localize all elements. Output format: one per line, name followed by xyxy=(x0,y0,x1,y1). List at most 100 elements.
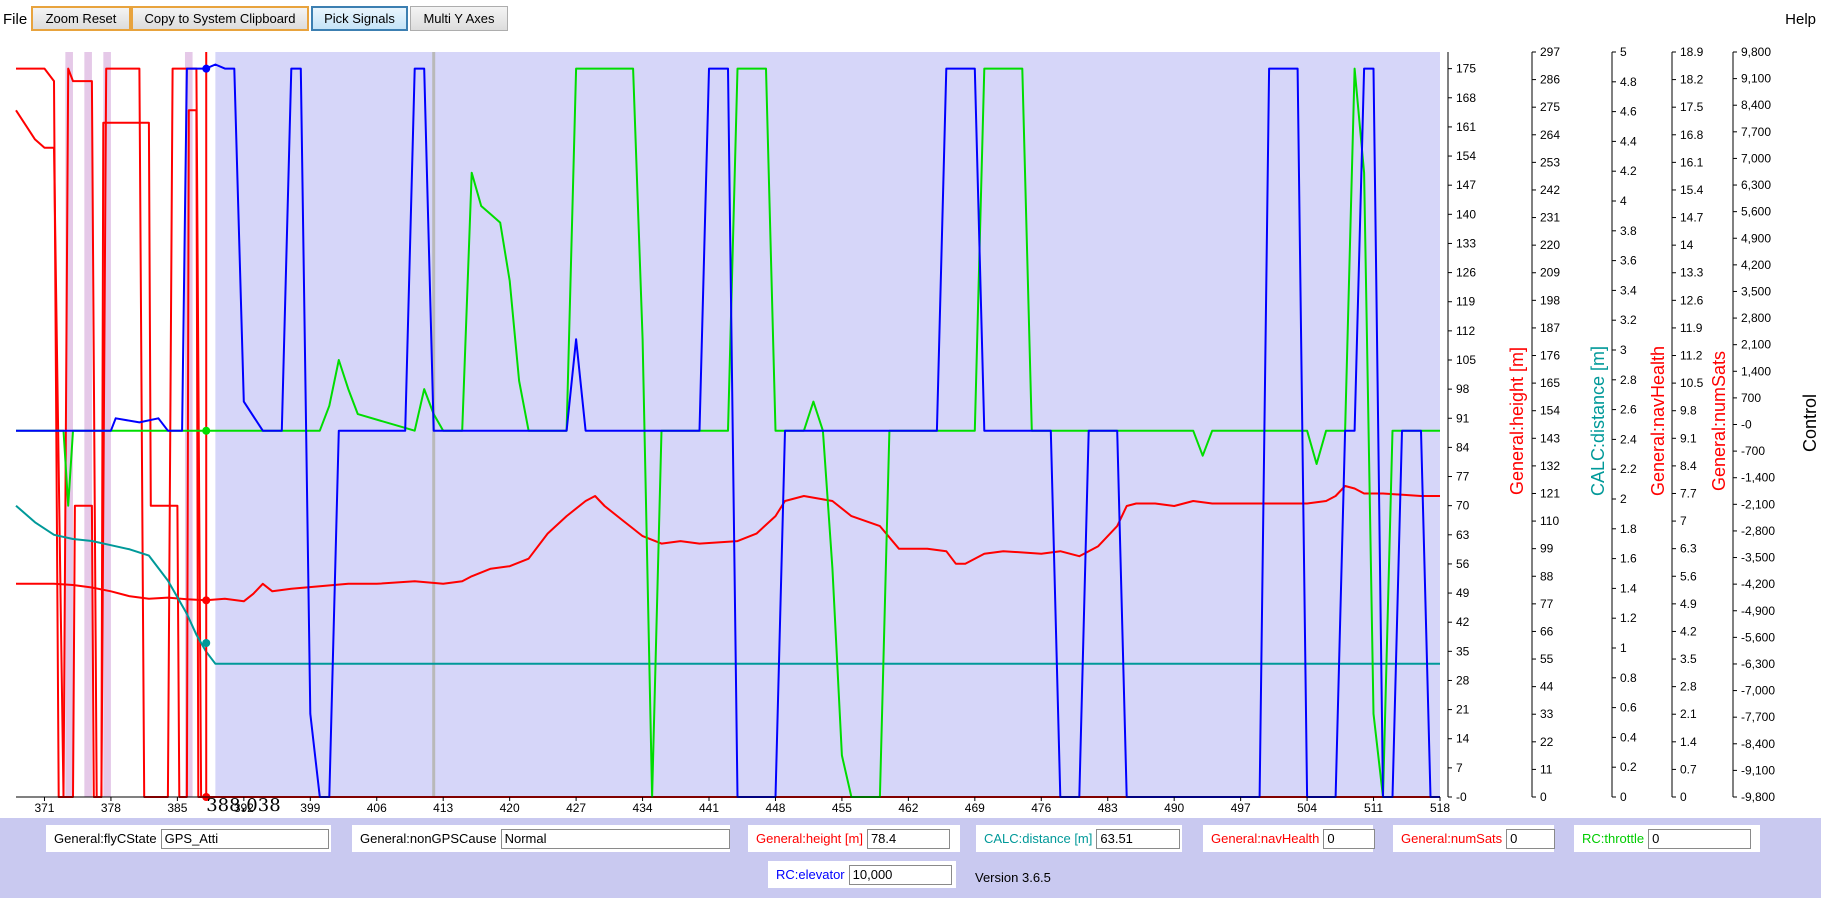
x-tick-label: 434 xyxy=(633,801,653,815)
toolbar: File Zoom Reset Copy to System Clipboard… xyxy=(0,0,1821,38)
elevator-value-input[interactable] xyxy=(848,864,952,885)
y-tick-label: 175 xyxy=(1456,62,1476,76)
y-tick-label: 4.2 xyxy=(1680,624,1697,638)
y-tick-label: -2,800 xyxy=(1741,524,1775,538)
y-tick-label: 6,300 xyxy=(1741,178,1771,192)
zoom-reset-button[interactable]: Zoom Reset xyxy=(31,6,131,31)
series-line xyxy=(16,67,1440,798)
y-tick-label: 275 xyxy=(1540,100,1560,114)
y-tick-label: 11 xyxy=(1540,762,1553,776)
y-tick-label: 119 xyxy=(1456,295,1475,309)
x-tick-label: 427 xyxy=(566,801,586,815)
y-tick-label: 18.9 xyxy=(1680,45,1704,59)
y-tick-label: 2.4 xyxy=(1620,432,1637,446)
x-tick-label: 483 xyxy=(1098,801,1118,815)
y-tick-label: 3 xyxy=(1620,343,1627,357)
y-tick-label: 22 xyxy=(1540,735,1554,749)
y-tick-label: 0 xyxy=(1540,790,1547,804)
y-tick-label: -9,800 xyxy=(1741,790,1775,804)
cursor-time-label: 388.038 xyxy=(206,795,280,816)
y-tick-label: -2,100 xyxy=(1741,497,1775,511)
field-label: RC:throttle xyxy=(1582,831,1645,846)
throttle-value-input[interactable] xyxy=(1648,828,1752,849)
signal-chart[interactable]: 388.038 371 378 385 392 399 406 413 420 427 434 44… xyxy=(0,38,1821,818)
y-tick-label: 66 xyxy=(1540,624,1554,638)
y-tick-label: -3,500 xyxy=(1741,551,1775,565)
y-tick-label: -6,300 xyxy=(1741,657,1775,671)
y-tick-label: 16.8 xyxy=(1680,128,1704,142)
x-tick-label: 392 xyxy=(234,801,254,815)
series-line xyxy=(16,63,1440,798)
y-tick-label: -0 xyxy=(1456,790,1467,804)
y-tick-label: 1,400 xyxy=(1741,364,1771,378)
cursor-markers: 388.038 xyxy=(202,52,281,816)
y-tick-label: 10.5 xyxy=(1680,376,1704,390)
signal-values-panel: General:flyCState General:nonGPSCause Ge… xyxy=(0,818,1821,898)
y-axis-title: CALC:distance [m] xyxy=(1588,346,1608,496)
y-tick-label: 5.6 xyxy=(1680,569,1697,583)
pick-signals-button[interactable]: Pick Signals xyxy=(311,6,408,31)
y-tick-label: 0.2 xyxy=(1620,760,1637,774)
y-tick-label: 1.8 xyxy=(1620,522,1637,536)
field-distance: CALC:distance [m] xyxy=(976,825,1182,852)
x-tick-label: 385 xyxy=(167,801,187,815)
y-tick-label: 264 xyxy=(1540,128,1560,142)
y-tick-label: 161 xyxy=(1456,120,1476,134)
y-tick-label: 14.7 xyxy=(1680,211,1704,225)
y-tick-label: 4.2 xyxy=(1620,164,1637,178)
y-tick-label: 220 xyxy=(1540,238,1560,252)
y-tick-label: 6.3 xyxy=(1680,542,1697,556)
copy-to-clipboard-button[interactable]: Copy to System Clipboard xyxy=(131,6,309,31)
y-tick-label: 2.1 xyxy=(1680,707,1697,721)
y-tick-label: 2.6 xyxy=(1620,403,1637,417)
y-tick-label: 1.2 xyxy=(1620,611,1637,625)
file-menu[interactable]: File xyxy=(3,11,28,28)
y-tick-label: -9,100 xyxy=(1741,763,1775,777)
y-tick-label: 2,100 xyxy=(1741,338,1771,352)
y-tick-label: 231 xyxy=(1540,211,1560,225)
y-tick-label: 154 xyxy=(1540,404,1560,418)
y-tick-label: 9,800 xyxy=(1741,45,1771,59)
field-flycstate: General:flyCState xyxy=(46,825,331,852)
chart-axes: 371 378 385 392 399 406 413 420 427 434 441 448 455 4… xyxy=(16,45,1820,815)
y-tick-label: 0 xyxy=(1620,790,1627,804)
numsats-value-input[interactable] xyxy=(1506,828,1556,849)
y-tick-label: 0.4 xyxy=(1620,730,1637,744)
series-line xyxy=(16,485,1440,603)
y-tick-label: 132 xyxy=(1540,459,1560,473)
y-tick-label: 7,700 xyxy=(1741,125,1771,139)
height-value-input[interactable] xyxy=(866,828,950,849)
navhealth-value-input[interactable] xyxy=(1323,828,1376,849)
cursor-marker xyxy=(202,64,211,73)
y-tick-label: 3.6 xyxy=(1620,254,1637,268)
y-tick-label: 4.9 xyxy=(1680,597,1697,611)
help-menu[interactable]: Help xyxy=(1785,11,1816,28)
nongpscause-value-input[interactable] xyxy=(500,828,730,849)
y-tick-label: 1.4 xyxy=(1620,581,1637,595)
shaded-stripe xyxy=(103,52,111,797)
y-tick-label: 2.2 xyxy=(1620,462,1637,476)
y-tick-label: 4 xyxy=(1620,194,1627,208)
y-axis-title: General:numSats xyxy=(1709,351,1729,491)
y-tick-label: 286 xyxy=(1540,73,1560,87)
y-tick-label: 198 xyxy=(1540,293,1560,307)
flycstate-value-input[interactable] xyxy=(160,828,329,849)
multi-y-axes-button[interactable]: Multi Y Axes xyxy=(410,6,508,31)
y-tick-label: 112 xyxy=(1456,324,1475,338)
y-tick-label: 63 xyxy=(1456,528,1470,542)
y-tick-label: 121 xyxy=(1540,486,1560,500)
distance-value-input[interactable] xyxy=(1096,828,1181,849)
y-tick-label: 242 xyxy=(1540,183,1560,197)
y-tick-label: 176 xyxy=(1540,349,1560,363)
y-tick-label: 168 xyxy=(1456,91,1476,105)
y-tick-label: 187 xyxy=(1540,321,1560,335)
y-tick-label: 2.8 xyxy=(1680,680,1697,694)
y-tick-label: 16.1 xyxy=(1680,155,1704,169)
y-tick-label: 14 xyxy=(1456,732,1470,746)
y-tick-label: -4,200 xyxy=(1741,577,1775,591)
y-tick-label: 28 xyxy=(1456,673,1470,687)
shaded-stripe xyxy=(84,52,92,797)
y-tick-label: 21 xyxy=(1456,703,1470,717)
x-tick-label: 518 xyxy=(1430,801,1450,815)
cursor-marker xyxy=(202,639,211,648)
